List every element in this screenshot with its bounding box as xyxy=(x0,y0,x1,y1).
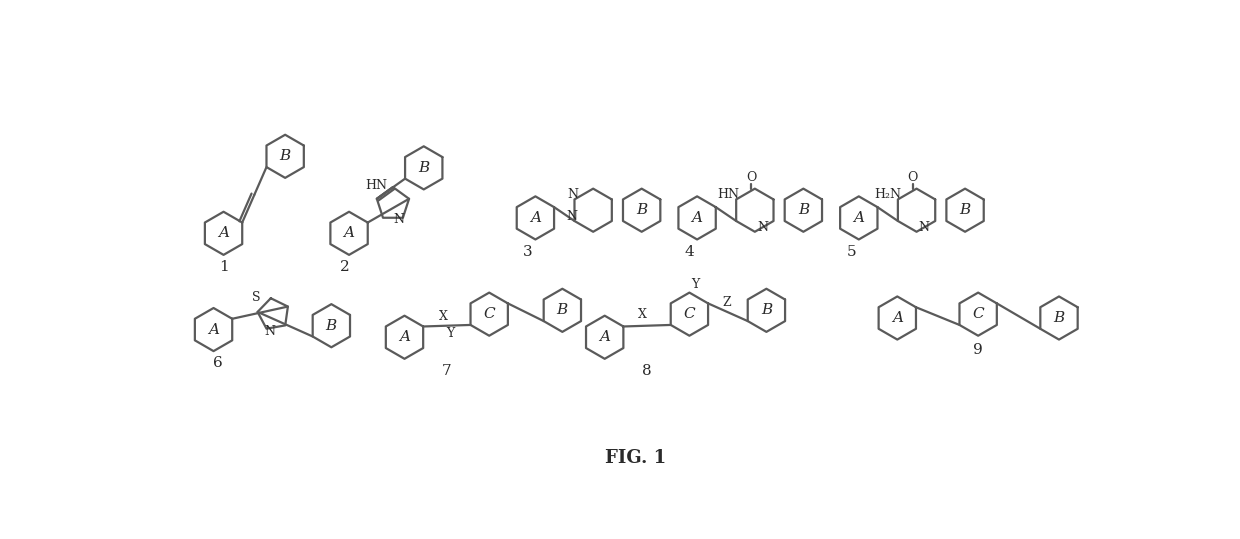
Text: B: B xyxy=(761,303,773,317)
Text: S: S xyxy=(253,291,260,303)
Text: O: O xyxy=(745,171,756,184)
Text: Z: Z xyxy=(722,296,730,309)
Text: B: B xyxy=(797,203,808,217)
Text: 5: 5 xyxy=(846,245,856,259)
Text: HN: HN xyxy=(718,188,740,201)
Text: A: A xyxy=(529,211,541,225)
Text: 7: 7 xyxy=(441,364,451,378)
Text: N: N xyxy=(568,188,579,201)
Text: N: N xyxy=(264,324,275,337)
Text: B: B xyxy=(418,161,429,175)
Text: N: N xyxy=(393,213,404,226)
Text: B: B xyxy=(326,319,337,333)
Text: B: B xyxy=(960,203,971,217)
Text: A: A xyxy=(343,226,355,240)
Text: N: N xyxy=(919,220,930,233)
Text: Y: Y xyxy=(692,279,699,292)
Text: HN: HN xyxy=(365,179,387,192)
Text: X: X xyxy=(439,310,448,323)
Text: H₂N: H₂N xyxy=(874,188,900,201)
Text: Y: Y xyxy=(446,327,454,340)
Text: 9: 9 xyxy=(973,343,983,357)
Text: A: A xyxy=(692,211,703,225)
Text: B: B xyxy=(279,149,290,163)
Text: A: A xyxy=(208,322,219,336)
Text: C: C xyxy=(683,307,696,321)
Text: 1: 1 xyxy=(218,260,228,274)
Text: C: C xyxy=(972,307,985,321)
Text: 8: 8 xyxy=(642,364,652,378)
Text: X: X xyxy=(639,308,647,321)
Text: 2: 2 xyxy=(340,260,350,274)
Text: A: A xyxy=(218,226,229,240)
Text: B: B xyxy=(1053,311,1065,325)
Text: A: A xyxy=(853,211,864,225)
Text: FIG. 1: FIG. 1 xyxy=(605,449,666,467)
Text: B: B xyxy=(557,303,568,317)
Text: C: C xyxy=(484,307,495,321)
Text: 4: 4 xyxy=(684,245,694,259)
Text: N: N xyxy=(758,220,768,233)
Text: O: O xyxy=(908,171,918,184)
Text: A: A xyxy=(399,330,410,344)
Text: N: N xyxy=(567,210,577,223)
Text: 6: 6 xyxy=(212,356,222,370)
Text: A: A xyxy=(892,311,903,325)
Text: A: A xyxy=(599,330,610,344)
Text: B: B xyxy=(636,203,647,217)
Text: 3: 3 xyxy=(523,245,532,259)
